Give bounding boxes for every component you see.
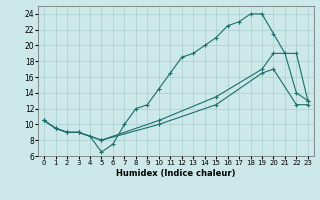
X-axis label: Humidex (Indice chaleur): Humidex (Indice chaleur) [116,169,236,178]
